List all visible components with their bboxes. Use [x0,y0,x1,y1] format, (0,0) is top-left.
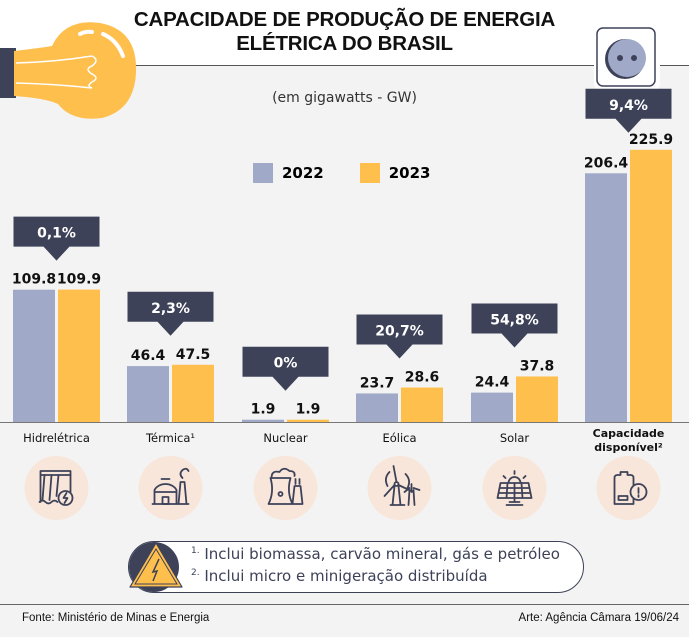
change-callout-1 [127,291,214,336]
category-label-5-line2: disponível² [594,441,663,454]
bar-2022-1 [127,366,169,422]
bar-2022-4 [471,392,513,422]
value-label-2022-5: 206.4 [584,155,629,171]
footnote-2: 2. Inclui micro e minigeração distribuíd… [191,567,488,585]
legend-swatch-2022 [253,163,273,183]
category-label-0: Hidrelétrica [23,431,90,445]
value-label-2023-3: 28.6 [405,370,440,386]
legend-label-2022: 2022 [282,164,324,182]
category-label-1: Térmica¹ [145,431,195,445]
change-label-4: 54,8% [490,312,539,328]
footnote-2-marker: 2. [191,568,200,578]
value-label-2023-0: 109.9 [57,272,101,288]
footer-divider [0,604,689,605]
bar-2023-5 [630,149,672,422]
chart-subtitle: (em gigawatts - GW) [272,90,417,106]
legend-swatch-2023 [359,163,380,183]
change-label-2: 0% [274,356,298,372]
bar-2022-5 [585,173,627,422]
title-line-1: CAPACIDADE DE PRODUÇÃO DE ENERGIA [133,8,556,31]
bar-2023-4 [516,376,558,422]
change-callout-4 [471,303,558,348]
battery-alert-icon [613,471,648,505]
bar-chart: 109.8 109.9 0,1% Hidrelétrica 46.4 47.5 2,3% Té… [0,88,689,520]
icon-circle-5 [596,456,661,520]
wind-turbine-icon [383,465,421,506]
value-label-2023-2: 1.9 [296,402,321,418]
title-line-2: ELÉTRICA DO BRASIL [236,32,453,55]
nuclear-plant-icon [267,467,304,505]
thermal-plant-icon [151,467,190,505]
footnotes-box: 1. Inclui biomassa, carvão mineral, gás … [128,541,584,593]
change-label-0: 0,1% [37,226,76,242]
bar-2023-0 [58,289,100,422]
value-label-2023-5: 225.9 [629,132,673,148]
value-label-2023-4: 37.8 [520,358,555,374]
footnote-1-marker: 1. [191,546,200,556]
footnote-1-text: Inclui biomassa, carvão mineral, gás e p… [204,545,560,563]
change-label-3: 20,7% [375,324,424,340]
hydro-dam-icon [38,470,74,506]
category-label-2: Nuclear [263,431,308,445]
chart-title: CAPACIDADE DE PRODUÇÃO DE ENERGIA ELÉTRI… [0,8,689,56]
legend-label-2023: 2023 [388,164,431,182]
bar-2023-1 [172,364,214,422]
value-label-2022-2: 1.9 [251,402,276,418]
bar-2023-2 [287,419,329,422]
legend: 2022 2023 [253,163,431,183]
value-label-2022-0: 109.8 [12,272,56,288]
footnote-2-text: Inclui micro e minigeração distribuída [204,567,488,585]
bar-2022-0 [13,289,55,422]
value-label-2022-1: 46.4 [131,348,166,364]
change-label-5: 9,4% [609,98,648,114]
value-label-2022-3: 23.7 [360,375,395,391]
footnote-1: 1. Inclui biomassa, carvão mineral, gás … [191,545,560,563]
change-label-1: 2,3% [151,301,190,317]
source-text: Fonte: Ministério de Minas e Energia [22,612,210,624]
icon-circle-1 [138,456,203,520]
category-label-3: Eólica [382,431,416,445]
bar-2022-2 [242,419,284,422]
solar-panel-icon [496,470,533,506]
change-callout-0 [13,216,100,261]
change-callout-3 [356,314,443,359]
header-divider [105,65,689,66]
change-callout-5 [585,88,672,133]
light-bulb-icon [0,22,137,119]
category-label-4: Solar [500,431,530,445]
value-label-2023-1: 47.5 [176,347,211,363]
warning-lightning-icon [129,542,183,592]
change-callout-2 [242,346,329,391]
icon-circle-2 [253,456,318,520]
power-socket-icon [594,25,660,91]
category-label-5-line1: Capacidade [593,427,665,440]
bar-2022-3 [356,393,398,422]
value-label-2022-4: 24.4 [475,375,510,391]
credit-text: Arte: Agência Câmara 19/06/24 [518,612,679,624]
bar-2023-3 [401,387,443,422]
